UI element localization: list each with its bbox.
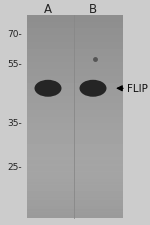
Bar bbox=[27, 110, 123, 117]
Bar bbox=[27, 185, 123, 188]
Bar bbox=[27, 200, 123, 203]
Bar bbox=[27, 179, 123, 182]
Bar bbox=[27, 194, 123, 197]
Bar bbox=[27, 212, 123, 218]
Bar bbox=[27, 182, 123, 185]
Bar bbox=[27, 178, 123, 184]
Text: 35-: 35- bbox=[7, 118, 22, 127]
Bar bbox=[27, 164, 123, 171]
Bar bbox=[27, 16, 123, 218]
Bar bbox=[27, 203, 123, 206]
Bar bbox=[27, 184, 123, 191]
Bar bbox=[27, 209, 123, 212]
Bar bbox=[27, 97, 123, 104]
Bar bbox=[27, 144, 123, 151]
Bar bbox=[27, 76, 123, 83]
Bar bbox=[27, 215, 123, 218]
Bar bbox=[27, 170, 123, 173]
Bar bbox=[27, 43, 123, 50]
Bar bbox=[27, 63, 123, 70]
Text: 55-: 55- bbox=[7, 60, 22, 69]
Bar bbox=[27, 212, 123, 215]
Bar bbox=[27, 90, 123, 97]
Bar bbox=[27, 124, 123, 130]
Bar bbox=[27, 173, 123, 176]
Bar bbox=[27, 166, 123, 170]
Bar bbox=[27, 191, 123, 198]
Bar bbox=[27, 70, 123, 76]
Bar bbox=[27, 50, 123, 56]
Text: 70-: 70- bbox=[7, 30, 22, 39]
Bar bbox=[27, 151, 123, 157]
Bar bbox=[27, 191, 123, 194]
Ellipse shape bbox=[80, 80, 106, 97]
Bar bbox=[27, 29, 123, 36]
Bar bbox=[27, 198, 123, 205]
Bar bbox=[27, 176, 123, 179]
Bar bbox=[27, 137, 123, 144]
Text: B: B bbox=[89, 3, 97, 16]
Text: A: A bbox=[44, 3, 52, 16]
Text: FLIP: FLIP bbox=[127, 84, 148, 94]
Bar bbox=[27, 22, 123, 29]
Text: 25-: 25- bbox=[7, 162, 22, 171]
Bar bbox=[27, 16, 123, 22]
Bar bbox=[27, 56, 123, 63]
Bar bbox=[27, 83, 123, 90]
Bar bbox=[27, 36, 123, 43]
Bar bbox=[27, 205, 123, 211]
Bar bbox=[27, 130, 123, 137]
Bar bbox=[27, 158, 123, 164]
Bar bbox=[27, 104, 123, 110]
Bar bbox=[27, 197, 123, 200]
Bar bbox=[27, 117, 123, 124]
Bar bbox=[27, 160, 123, 164]
Bar bbox=[27, 164, 123, 166]
Bar bbox=[27, 171, 123, 178]
Bar bbox=[27, 188, 123, 191]
Ellipse shape bbox=[34, 80, 62, 97]
Bar bbox=[27, 158, 123, 161]
Bar bbox=[27, 206, 123, 209]
